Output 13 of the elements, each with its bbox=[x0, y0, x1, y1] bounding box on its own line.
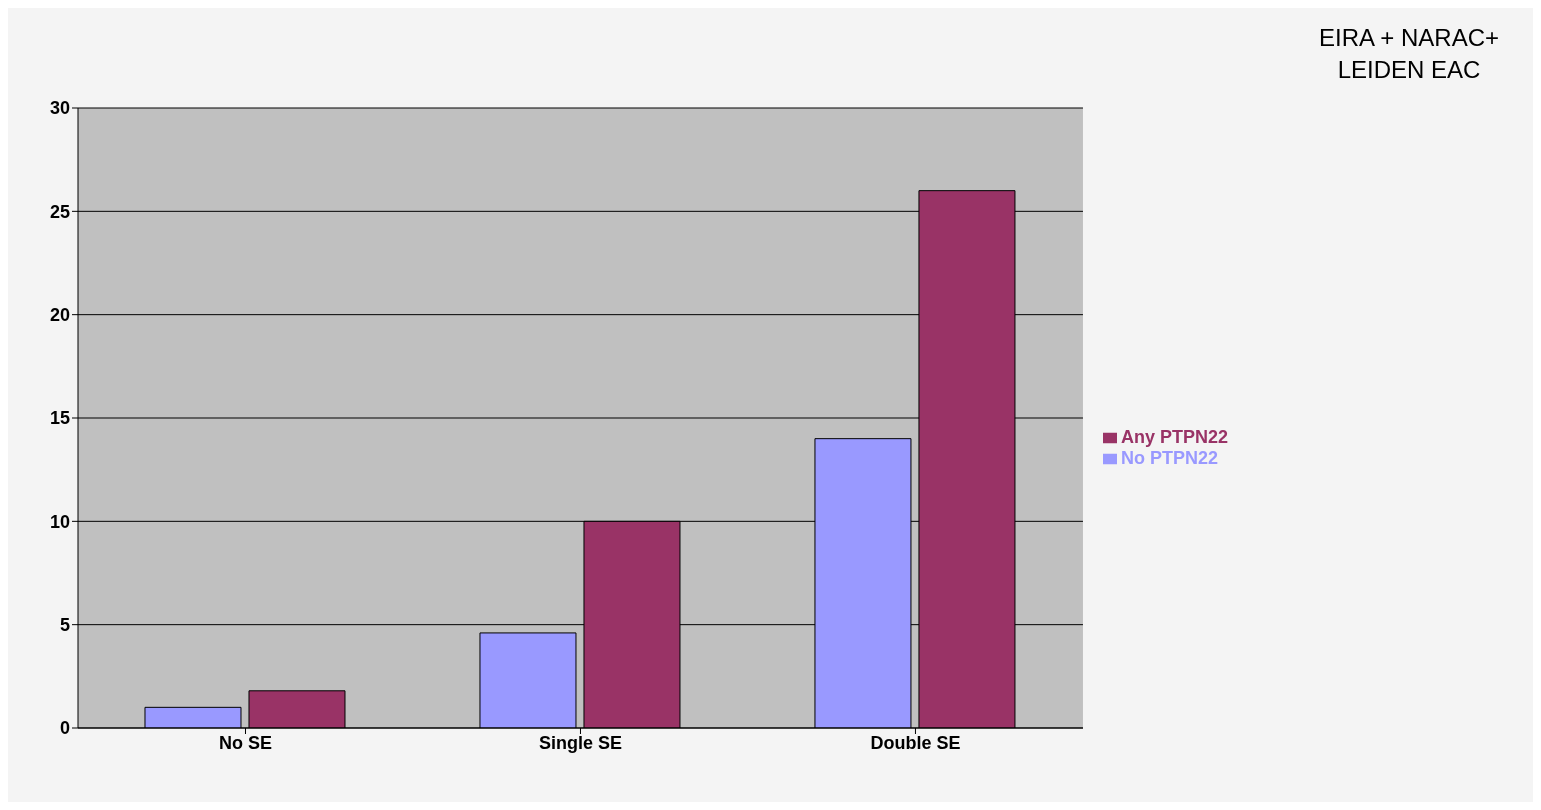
legend-label: No PTPN22 bbox=[1120, 448, 1218, 468]
y-tick-label: 20 bbox=[49, 305, 70, 326]
legend-label: Any PTPN22 bbox=[1120, 427, 1228, 447]
x-tick-label: No SE bbox=[218, 732, 272, 753]
y-tick-label: 30 bbox=[49, 98, 70, 119]
y-tick-label: 10 bbox=[49, 511, 70, 532]
y-tick-label: 15 bbox=[49, 408, 70, 429]
text: EIRA + NARAC+ LEIDEN EAC bbox=[1317, 23, 1501, 85]
y-tick-label: 25 bbox=[49, 201, 70, 222]
x-tick-label: Double SE bbox=[870, 732, 961, 753]
y-tick-label: 0 bbox=[59, 718, 70, 739]
y-tick-label: 5 bbox=[59, 615, 70, 636]
x-tick-label: Single SE bbox=[538, 732, 622, 753]
